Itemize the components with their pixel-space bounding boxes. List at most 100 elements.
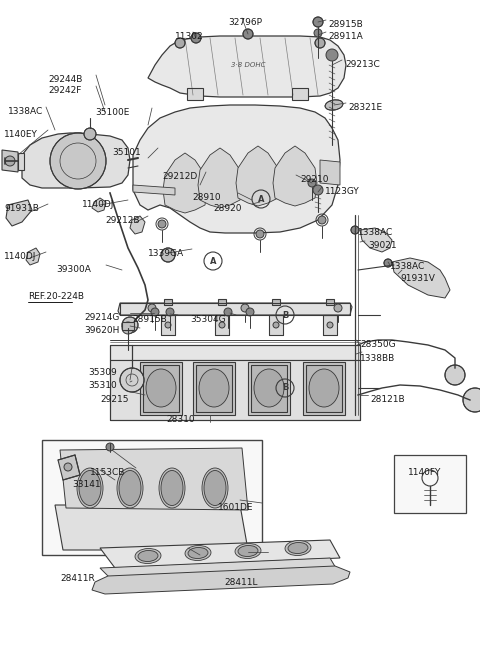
Ellipse shape (309, 369, 339, 407)
Polygon shape (92, 566, 350, 594)
Polygon shape (164, 299, 172, 305)
Polygon shape (55, 505, 248, 550)
Text: 1140FY: 1140FY (408, 468, 442, 477)
Polygon shape (303, 362, 345, 415)
Ellipse shape (325, 100, 343, 110)
Polygon shape (100, 558, 340, 583)
Text: 29244B: 29244B (48, 75, 83, 84)
Text: 28411R: 28411R (60, 574, 95, 583)
Ellipse shape (188, 547, 208, 558)
Ellipse shape (288, 543, 308, 554)
Text: 1338AC: 1338AC (358, 228, 393, 237)
Text: 28411L: 28411L (224, 578, 257, 587)
Circle shape (151, 308, 159, 316)
Polygon shape (161, 315, 175, 335)
Text: 29212B: 29212B (105, 216, 140, 225)
Polygon shape (198, 148, 242, 208)
Circle shape (175, 38, 185, 48)
Polygon shape (218, 299, 226, 305)
Text: 32796P: 32796P (228, 18, 262, 27)
Ellipse shape (77, 468, 103, 508)
Circle shape (120, 368, 144, 392)
Polygon shape (196, 365, 232, 412)
Text: 91931V: 91931V (400, 274, 435, 283)
Text: 1601DE: 1601DE (218, 503, 253, 512)
Ellipse shape (185, 545, 211, 560)
Circle shape (313, 185, 323, 195)
Polygon shape (140, 362, 182, 415)
Polygon shape (236, 146, 280, 206)
Circle shape (315, 38, 325, 48)
Ellipse shape (202, 468, 228, 508)
Circle shape (256, 230, 264, 238)
Polygon shape (269, 315, 283, 335)
Polygon shape (6, 200, 32, 226)
Polygon shape (193, 362, 235, 415)
Text: 35101: 35101 (112, 148, 141, 157)
Text: 1338AC: 1338AC (8, 107, 43, 116)
Text: 29210: 29210 (300, 175, 328, 184)
Text: A: A (210, 257, 216, 266)
Text: 11302: 11302 (175, 32, 204, 41)
Ellipse shape (146, 369, 176, 407)
Ellipse shape (119, 471, 141, 505)
Polygon shape (326, 299, 334, 305)
Text: 35310: 35310 (88, 381, 117, 390)
Polygon shape (163, 153, 207, 213)
Ellipse shape (204, 471, 226, 505)
Ellipse shape (138, 550, 158, 562)
Circle shape (463, 388, 480, 412)
Circle shape (326, 49, 338, 61)
Polygon shape (18, 153, 24, 170)
Polygon shape (248, 362, 290, 415)
Text: 1338BB: 1338BB (360, 354, 395, 363)
Circle shape (308, 179, 316, 187)
Text: 1140DJ: 1140DJ (4, 252, 36, 261)
Circle shape (318, 216, 326, 224)
Ellipse shape (117, 468, 143, 508)
Polygon shape (215, 315, 229, 335)
Polygon shape (22, 133, 130, 188)
Polygon shape (148, 36, 346, 97)
Polygon shape (187, 88, 203, 100)
Circle shape (191, 33, 201, 43)
Polygon shape (92, 198, 106, 212)
Text: 28920: 28920 (213, 204, 241, 213)
Ellipse shape (235, 543, 261, 558)
Polygon shape (292, 88, 308, 100)
Polygon shape (272, 299, 280, 305)
Text: 1153CB: 1153CB (90, 468, 125, 477)
Ellipse shape (79, 471, 101, 505)
Polygon shape (60, 448, 248, 510)
Bar (42, 440, 262, 555)
Text: 39620H: 39620H (84, 326, 120, 335)
Text: 28321E: 28321E (348, 103, 382, 112)
Ellipse shape (285, 541, 311, 556)
Text: 1338AC: 1338AC (390, 262, 425, 271)
Text: B: B (282, 310, 288, 319)
Polygon shape (58, 455, 80, 480)
Circle shape (161, 248, 175, 262)
Polygon shape (100, 540, 340, 568)
Circle shape (384, 259, 392, 267)
Circle shape (165, 322, 171, 328)
Text: 28121B: 28121B (370, 395, 405, 404)
Circle shape (273, 322, 279, 328)
Polygon shape (2, 150, 18, 172)
Text: 29242F: 29242F (48, 86, 82, 95)
Circle shape (148, 304, 156, 312)
Polygon shape (143, 365, 179, 412)
Text: 28915B: 28915B (132, 315, 167, 324)
Circle shape (327, 322, 333, 328)
Polygon shape (273, 146, 317, 206)
Circle shape (5, 156, 15, 166)
Circle shape (50, 133, 106, 189)
Polygon shape (133, 105, 340, 233)
Circle shape (64, 463, 72, 471)
Ellipse shape (161, 471, 183, 505)
Circle shape (351, 226, 359, 234)
Circle shape (122, 317, 138, 333)
Text: 28915B: 28915B (328, 20, 363, 29)
Text: 1123GY: 1123GY (325, 187, 360, 196)
Circle shape (84, 128, 96, 140)
